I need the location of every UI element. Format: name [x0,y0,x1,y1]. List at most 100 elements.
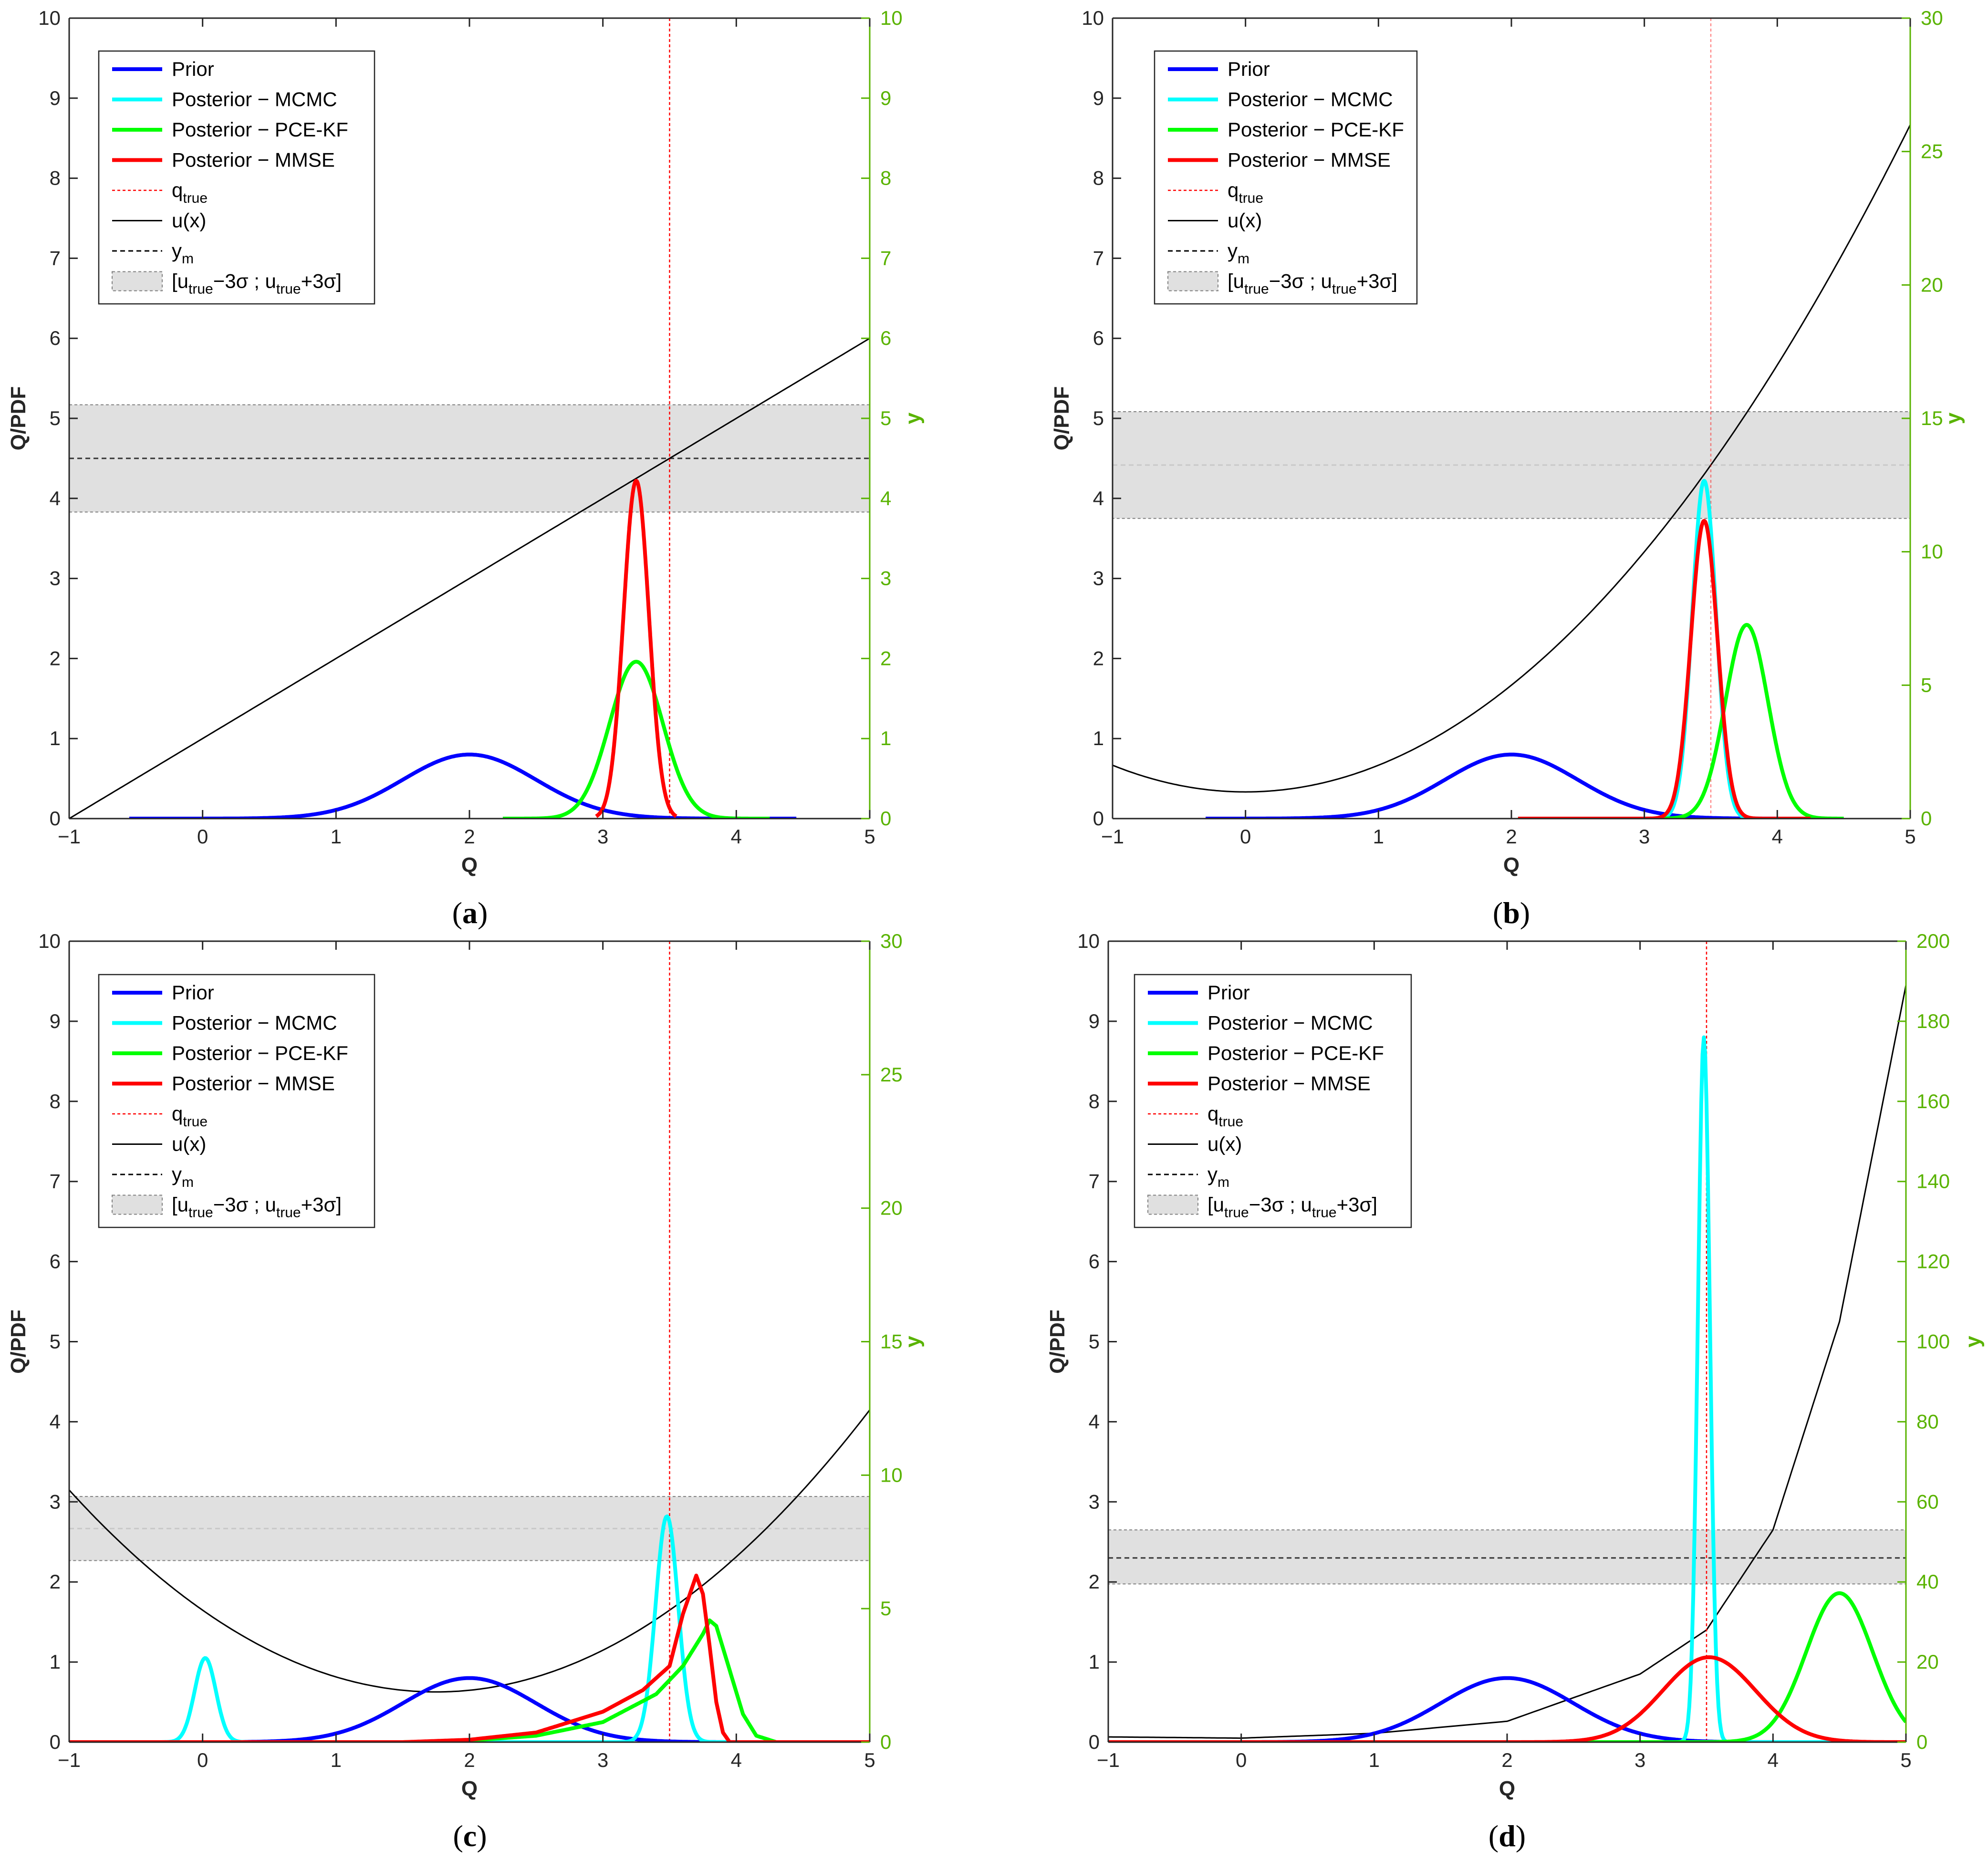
legend-label-main: Posterior − PCE-KF [1228,118,1404,141]
legend-label-part: −3σ ; u [1249,1194,1312,1216]
x-tick-label: −1 [1097,1749,1120,1771]
y-tick-label: 5 [50,1330,61,1353]
x-tick-label: 1 [1373,825,1384,848]
y-right-tick-label: 5 [880,1597,891,1620]
y-right-tick-label: 15 [1921,407,1943,429]
y-right-tick-label: 5 [1921,674,1932,696]
legend-label: Posterior − MMSE [1207,1072,1371,1095]
legend-label-main: Posterior − MMSE [172,149,335,171]
legend-label-part: +3σ] [1337,1194,1377,1216]
x-tick-label: 2 [1501,1749,1512,1771]
legend-label-part: [u [172,270,188,292]
y-right-tick-label: 30 [880,930,903,952]
y-axis-title: Q/PDF [7,386,30,450]
x-axis-title: Q [1503,853,1520,877]
y-tick-label: 1 [50,1651,61,1673]
legend-swatch [112,271,163,291]
legend-label-part: true [188,281,213,297]
y-tick-label: 1 [1089,1651,1100,1673]
y-tick-label: 6 [1093,327,1104,349]
legend-label: Prior [1207,981,1250,1004]
y-tick-label: 9 [50,87,61,109]
y-tick-label: 6 [50,327,61,349]
legend-label-part: −3σ ; u [213,1194,276,1216]
y-right-tick-label: 3 [880,567,891,590]
x-tick-label: 4 [1772,825,1783,848]
x-tick-label: 0 [197,825,208,848]
x-tick-label: 4 [1768,1749,1779,1771]
y-right-axis-title: y [901,412,925,424]
legend-label: Posterior − MCMC [1228,88,1393,111]
x-tick-label: 5 [1905,825,1915,848]
legend-label-part: −3σ ; u [213,270,276,292]
y-tick-label: 9 [50,1010,61,1032]
x-tick-label: 2 [464,1749,475,1771]
legend-label-part: true [1312,1205,1337,1221]
y-tick-label: 3 [1093,567,1104,590]
y-right-tick-label: 7 [880,247,891,269]
y-right-tick-label: 1 [880,727,891,749]
panel-label-close: ) [1516,1819,1526,1853]
legend-label: qtrue [1228,179,1263,206]
legend-label-part: true [276,1205,301,1221]
y-right-tick-label: 10 [1921,540,1943,563]
legend-label-main: Posterior − PCE-KF [172,118,348,141]
panel-label-open: ( [452,896,462,930]
y-tick-label: 3 [1089,1490,1100,1513]
y-right-tick-label: 6 [880,327,891,349]
legend-label-main: Prior [1207,981,1250,1004]
legend-label-main: u(x) [172,1133,206,1155]
panel-label-letter: d [1499,1819,1516,1853]
y-right-axis-title: y [901,1336,925,1348]
series-posterior-pce-kf [501,660,771,819]
y-tick-label: 2 [1089,1570,1100,1593]
panel-label-open: ( [1488,1819,1499,1853]
y-tick-label: 10 [1082,7,1104,29]
y-tick-label: 8 [1093,167,1104,189]
legend-label: ym [1207,1163,1229,1190]
y-right-tick-label: 2 [880,647,891,669]
legend-label-main: q [1207,1102,1218,1125]
y-right-tick-label: 0 [1921,807,1932,830]
series-posterior-pce-kf [1517,623,1845,819]
y-axis-title: Q/PDF [7,1309,30,1373]
y-right-tick-label: 40 [1916,1570,1939,1593]
legend-label-sub: m [182,251,194,267]
legend-label-main: u(x) [1228,209,1262,232]
series-posterior-mcmc [69,1514,791,1742]
series-prior [1108,1676,1906,1742]
legend-label-sub: true [1239,190,1263,206]
y-tick-label: 10 [38,930,61,952]
x-tick-label: 1 [331,1749,342,1771]
panel-label: (b) [1493,896,1530,930]
y-tick-label: 9 [1093,87,1104,109]
y-tick-label: 7 [1093,247,1104,269]
y-tick-label: 4 [1089,1410,1100,1433]
y-right-tick-label: 10 [880,7,903,29]
y-right-tick-label: 8 [880,167,891,189]
x-tick-label: 5 [864,1749,875,1771]
legend-swatch [112,1194,163,1215]
legend-label-main: Prior [1228,58,1270,80]
legend-label: Posterior − MMSE [1228,149,1391,171]
legend: Prior Posterior − MCMC Posterior − PCE-KF P… [98,50,375,305]
legend-label-part: true [188,1205,213,1221]
y-right-tick-label: 4 [880,487,891,509]
ux-curve [1113,125,1910,793]
legend-label-main: Posterior − MCMC [172,88,337,111]
legend-label-part: true [276,281,301,297]
panel-label-open: ( [1493,896,1503,930]
y-tick-label: 10 [1077,930,1100,952]
y-tick-label: 0 [1093,807,1104,830]
legend-label: [utrue−3σ ; utrue+3σ] [172,270,342,297]
y-right-tick-label: 120 [1916,1250,1950,1273]
y-right-axis-title: y [1961,1336,1985,1348]
legend-label-sub: m [182,1174,194,1190]
y-tick-label: 5 [50,407,61,429]
legend-label: Prior [1228,58,1270,80]
y-axis-title: Q/PDF [1050,386,1073,450]
y-tick-label: 2 [1093,647,1104,669]
y-right-tick-label: 160 [1916,1090,1950,1112]
x-tick-label: 1 [331,825,342,848]
y-tick-label: 5 [1089,1330,1100,1353]
